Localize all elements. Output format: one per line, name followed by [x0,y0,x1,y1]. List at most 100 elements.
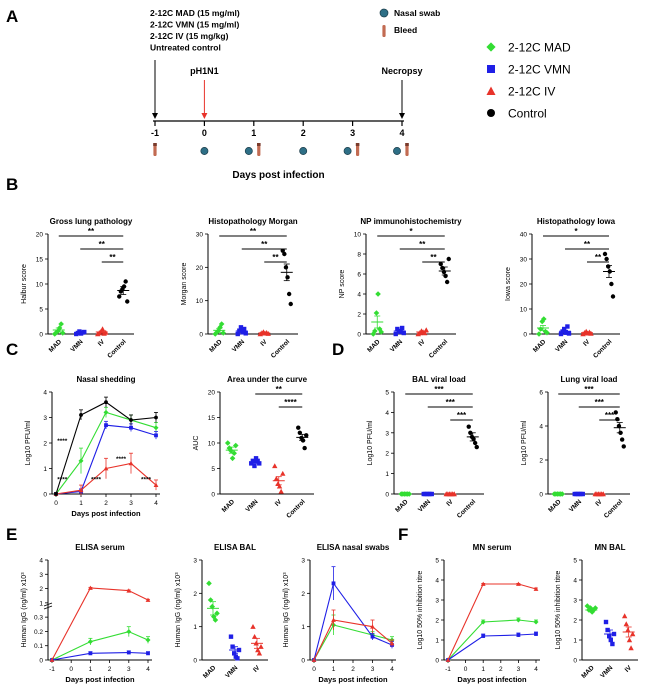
y-tick-label: 5 [39,307,43,314]
y-tick-label: 5 [211,466,215,473]
bleed-tube-cap [153,143,157,146]
timeline-tick-label: 1 [251,128,256,138]
data-point [480,619,486,625]
data-point [249,461,254,466]
x-axis-label: Days post infection [457,675,527,684]
data-point [472,440,478,446]
data-point [621,444,626,449]
x-tick-label: IV [417,338,427,348]
data-point [602,251,608,257]
x-tick-label: 2 [499,666,503,673]
significance-label: ** [109,253,116,262]
y-tick-label: 3 [301,558,305,565]
chart-title: Lung viral load [561,375,618,384]
data-point [533,586,539,591]
x-tick-label: IV [97,338,107,348]
y-tick-label: 1 [385,471,389,478]
x-tick-label: VMN [417,498,432,513]
data-point [126,588,132,593]
significance-label: *** [457,411,467,420]
chart-nasal: 0 1 2 3 4 Nasal shedding Log10 PFU/ml 0 1 2 3 4 Days… [25,375,160,518]
data-point [103,409,109,415]
chart-title: MN BAL [594,543,625,552]
series-line-mad [313,624,393,661]
x-tick-label: MAD [208,338,224,354]
chart-ebal: 0 1 2 3 ELISA BAL Human IgG (ng/ml) x10³ MAD VM… [175,543,268,680]
x-tick-label: IV [445,498,455,508]
data-point [104,423,108,428]
data-point [613,410,618,415]
data-point [123,279,128,284]
y-tick-label: 1 [43,466,47,473]
x-tick-label: MAD [547,498,563,514]
chart-title: Area under the curve [227,375,308,384]
data-point [256,650,263,656]
data-point [592,605,599,611]
y-tick-label: 6 [539,390,543,397]
data-point [628,645,634,651]
necropsy-label: Necropsy [381,66,422,76]
y-tick-label: 2 [39,586,43,593]
treatment-label: 2-12C VMN (15 mg/ml) [150,20,239,30]
data-point [280,248,285,253]
data-point [615,417,620,422]
data-point [257,461,262,466]
timeline-tick-label: 0 [202,128,207,138]
series-line-vmn [447,633,537,661]
y-axis-label: Human IgG (ng/ml) x10³ [283,572,290,648]
data-point [51,331,58,337]
x-tick-label: 1 [89,666,93,673]
y-tick-label: 0 [435,658,439,665]
significance-label: **** [116,456,127,463]
data-point [232,442,239,449]
legend-marker-control [487,109,495,117]
data-point [99,326,106,332]
timeline-tick-label: 2 [301,128,306,138]
significance-label: ** [250,227,257,236]
legend-marker-iv [486,86,496,95]
x-tick-label: MAD [366,338,382,354]
bleed-tube-icon [356,143,360,156]
treatment-label: 2-12C IV (15 mg/kg) [150,31,229,41]
y-tick-label: 30 [520,257,528,264]
y-tick-label: 0 [385,492,389,499]
data-point [625,627,631,633]
x-tick-label: 3 [127,666,131,673]
y-tick-label: 0.1 [34,643,43,650]
y-tick-label: 6 [357,272,361,279]
y-tick-label: 0.3 [34,615,43,622]
series-line-mad [447,619,537,661]
data-point [534,632,538,636]
y-tick-label: 20 [36,232,44,239]
x-tick-label: Control [456,498,477,519]
y-tick-label: 1 [435,638,439,645]
y-axis-label: Log10 PFU/ml [25,420,32,465]
data-point [276,483,283,489]
data-point [78,487,84,493]
data-point [481,634,486,638]
x-tick-label: IV [252,664,262,674]
y-tick-label: 4 [573,578,577,585]
x-tick-label: IV [274,498,284,508]
y-tick-label: 10 [196,298,204,305]
y-tick-label: 4 [539,424,543,431]
y-tick-label: 2 [385,451,389,458]
challenge-label: pH1N1 [190,66,219,76]
y-tick-label: 5 [385,390,389,397]
key-swab-label: Nasal swab [394,8,440,18]
timeline-tick-label: 3 [350,128,355,138]
data-point [558,331,564,337]
y-tick-label: 1 [301,624,305,631]
data-point [126,629,132,635]
x-tick-label: VMN [224,664,239,679]
data-point [258,643,264,649]
y-tick-label: 2 [435,618,439,625]
x-tick-label: 0 [69,666,73,673]
data-point [619,437,625,442]
chart-title: Gross lung pathology [50,217,133,226]
significance-label: * [574,227,578,236]
y-tick-label: 2 [573,618,577,625]
data-point [224,440,231,446]
x-tick-label: VMN [568,498,583,513]
